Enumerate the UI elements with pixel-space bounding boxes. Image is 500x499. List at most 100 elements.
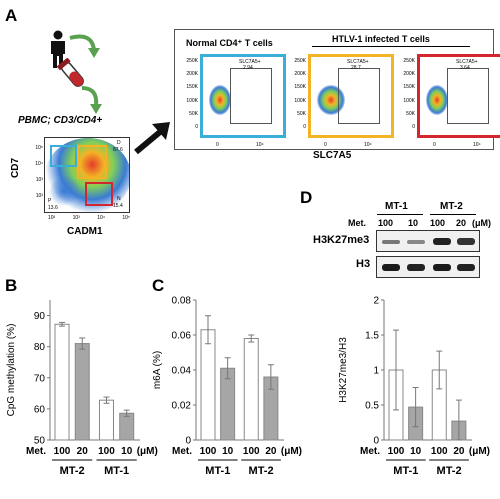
- overview-ytick: 10⁴: [35, 161, 43, 167]
- flow-xtick: 10⁴: [256, 142, 264, 148]
- x-tick-label: 100: [431, 446, 448, 457]
- y-tick-label: 1.5: [365, 331, 379, 342]
- y-tick-label: 0.5: [365, 401, 379, 412]
- black-arrow-icon: [134, 122, 170, 155]
- blot-h3k27me3: [376, 230, 480, 252]
- x-tick-label: 10: [121, 446, 133, 457]
- slc7a5-gate: [338, 68, 380, 124]
- flow-ytick: 250K: [186, 58, 198, 64]
- y-tick-label: 0.04: [172, 366, 192, 377]
- gate-label: SLC7A5+: [239, 59, 261, 65]
- flow-xtick: 0: [216, 142, 219, 148]
- flow-ytick: 250K: [294, 58, 306, 64]
- flow-ytick: 150K: [186, 84, 198, 91]
- header-htlv-line: [312, 46, 470, 47]
- y-tick-label: 0.06: [172, 331, 192, 342]
- x-tick-label: 20: [77, 446, 89, 457]
- y-axis-label: H3K27me3/H3: [338, 337, 349, 403]
- blot-dose: 20: [456, 218, 467, 228]
- flow-ytick: 0: [195, 124, 198, 131]
- band: [457, 238, 475, 245]
- band: [382, 264, 400, 271]
- flow-ytick: 150K: [403, 84, 415, 91]
- quad-n-label: N: [117, 196, 121, 202]
- overview-xtick: 10²: [48, 215, 56, 221]
- gate-value: 3.64: [460, 65, 470, 71]
- y-tick-label: 60: [34, 404, 46, 415]
- x-tick-label: 20: [453, 446, 465, 457]
- event-cloud: [426, 85, 448, 115]
- blot-dose: 100: [378, 218, 394, 228]
- flow-ytick: 150K: [294, 84, 306, 91]
- gate-label: SLC7A5+: [347, 59, 369, 65]
- flow-ytick: 200K: [403, 71, 415, 78]
- slc7a5-axis-label: SLC7A5: [313, 150, 352, 161]
- flow-ytick: 0: [412, 124, 415, 131]
- overview-yticks: 10⁵ 10⁴ 10³ 10²: [33, 140, 43, 204]
- gate-value: 2.94: [243, 65, 253, 71]
- band: [407, 240, 425, 244]
- group-label: MT-2: [437, 465, 462, 477]
- x-tick-label: 100: [388, 446, 405, 457]
- x-tick-label: 100: [54, 446, 71, 457]
- blot-dose: 10: [408, 218, 419, 228]
- gate-label: SLC7A5+: [456, 59, 478, 65]
- blot-mt2-underline: [430, 214, 476, 215]
- flow-xtick: 0: [433, 142, 436, 148]
- flow-ytick: 50K: [189, 110, 198, 117]
- panel-letter-d: D: [300, 188, 313, 207]
- overview-xticks: 10² 10³ 10⁴ 10⁵: [48, 215, 130, 221]
- flow-panel-3: SLC7A5+ 3.64: [417, 54, 500, 138]
- y-tick-label: 0: [373, 436, 379, 447]
- bar: [74, 343, 90, 441]
- gate-value: 28.7: [351, 65, 361, 71]
- group-label: MT-1: [104, 465, 129, 477]
- gate-red: [85, 182, 113, 206]
- flow-ytick: 50K: [406, 110, 415, 117]
- flow-ytick: 50K: [297, 110, 306, 117]
- overview-xtick: 10³: [72, 215, 80, 221]
- overview-xtick: 10⁴: [97, 215, 105, 221]
- quad-p-value: 13.6: [48, 205, 58, 211]
- blot-unit: (μM): [472, 218, 491, 228]
- bar: [54, 323, 70, 441]
- x-tick-label: 100: [98, 446, 115, 457]
- pbmc-label: PBMC; CD3/CD4+: [18, 115, 103, 126]
- y-tick-label: 0.08: [172, 296, 192, 307]
- gate-blue: [50, 145, 77, 167]
- flow-yticks: 250K 200K 150K 100K 50K 0: [180, 55, 198, 134]
- band: [382, 240, 400, 244]
- y-tick-label: 70: [34, 373, 46, 384]
- blot-line-mt1: MT-1: [385, 201, 408, 212]
- header-normal: Normal CD4⁺ T cells: [186, 38, 273, 48]
- unit-label: (μM): [137, 446, 158, 457]
- flow-xtick: 0: [324, 142, 327, 148]
- x-tick-label: 10: [410, 446, 422, 457]
- met-label: Met.: [26, 446, 46, 457]
- overview-ytick: 10²: [35, 193, 43, 199]
- flow-ytick: 200K: [186, 71, 198, 78]
- person-icon: [51, 30, 65, 68]
- blood-tube-icon: [56, 58, 84, 87]
- gate-yellow: [77, 145, 107, 179]
- green-arrow-icon: [69, 34, 102, 114]
- flow-yticks: 250K 200K 150K 100K 50K 0: [288, 55, 306, 134]
- flow-ytick: 0: [303, 124, 306, 131]
- flow-panel-1: SLC7A5+ 2.94: [200, 54, 286, 138]
- flow-ytick: 100K: [186, 97, 198, 104]
- bar: [98, 399, 114, 441]
- unit-label: (μM): [469, 446, 490, 457]
- quad-n-value: 15.4: [113, 203, 123, 209]
- met-label: Met.: [360, 446, 380, 457]
- overview-ytick: 10⁵: [35, 145, 43, 151]
- x-tick-label: 20: [265, 446, 277, 457]
- band: [433, 238, 451, 245]
- group-label: MT-1: [393, 465, 418, 477]
- group-label: MT-2: [249, 465, 274, 477]
- band: [457, 264, 475, 271]
- bar: [243, 338, 259, 441]
- quad-d-label: D: [117, 140, 121, 146]
- flow-ytick: 200K: [294, 71, 306, 78]
- met-label: Met.: [172, 446, 192, 457]
